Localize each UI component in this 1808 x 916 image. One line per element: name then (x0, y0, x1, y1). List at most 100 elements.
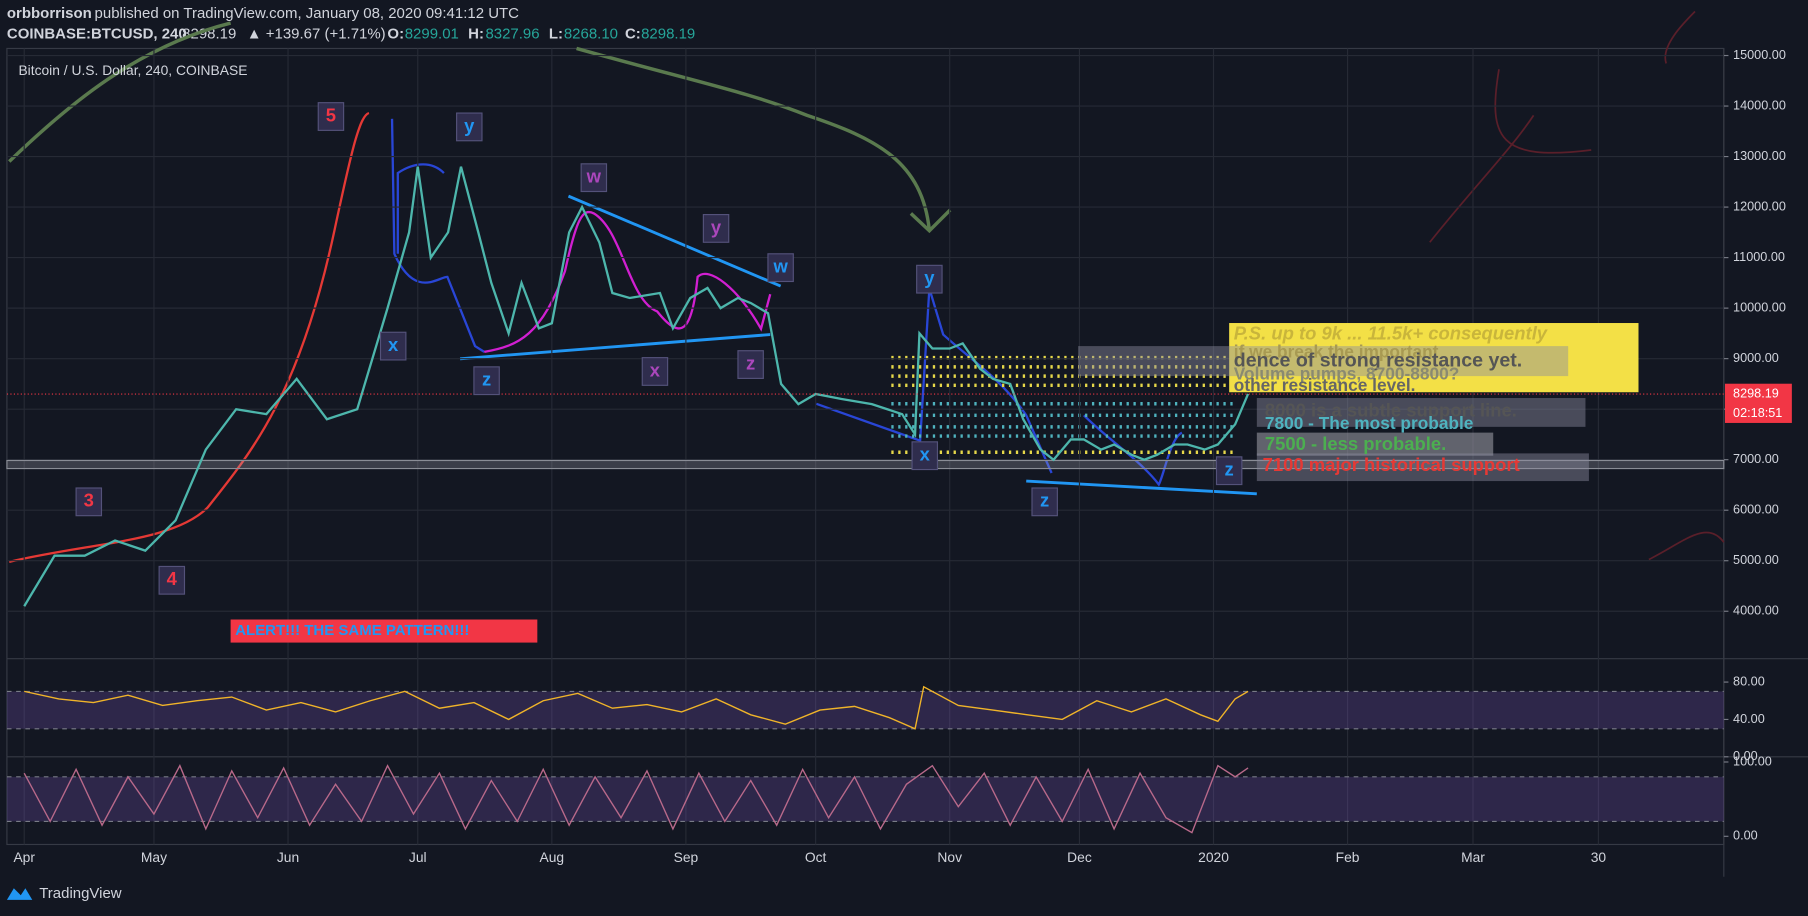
wave-label-box (158, 565, 186, 595)
faint-drawing (1429, 10, 1725, 561)
wave-label: x (650, 359, 661, 380)
note-box (1229, 323, 1639, 393)
curve (484, 211, 772, 354)
price-line (23, 764, 1249, 834)
wave-label-box (456, 112, 483, 142)
wave-label: w (772, 256, 788, 277)
brand: TradingView (39, 885, 122, 902)
y-tick-label: 80.00 (1733, 674, 1765, 688)
l-label: L: (549, 26, 563, 43)
wave-label-box (1215, 456, 1243, 486)
x-tick-label: Nov (937, 849, 962, 865)
x-tick-label: Jun (277, 849, 299, 865)
y-tick-label: 15000.00 (1733, 48, 1786, 62)
x-tick-label: May (141, 849, 167, 865)
x-tick-label: Sep (674, 849, 699, 865)
alert-box (230, 619, 538, 643)
x-tick-label: Feb (1336, 849, 1360, 865)
wave-label: z (1040, 490, 1049, 511)
wave-label-box (767, 253, 794, 283)
wave-label-box (702, 214, 730, 243)
wave-label-box (1031, 487, 1058, 517)
trendline (1026, 479, 1257, 496)
curve-arrow (8, 21, 932, 231)
x-tick-label: 2020 (1198, 849, 1229, 865)
y-tick-label: 9000.00 (1733, 351, 1779, 365)
note-box (1256, 453, 1589, 482)
wave-label: z (746, 352, 755, 373)
note: 7500 - less probable. (1265, 433, 1446, 454)
chart-title: Bitcoin / U.S. Dollar, 240, COINBASE (18, 62, 247, 78)
tv-logo (6, 888, 33, 900)
wave-label: x (388, 334, 399, 355)
wave-label: y (711, 216, 722, 237)
y-tick-label: 0.00 (1733, 829, 1758, 843)
note-box (1078, 346, 1569, 377)
wave-label-box (317, 102, 345, 131)
h-label: H: (468, 26, 484, 43)
note: if we break the important (1234, 342, 1439, 362)
wave-label-box (737, 350, 764, 379)
wave-label: x (920, 444, 931, 465)
trendline (459, 333, 771, 361)
y-tick-label: 4000.00 (1733, 604, 1779, 618)
arrowhead (909, 208, 952, 234)
wave-label: 4 (167, 568, 178, 589)
note: 7800 - The most probable (1265, 413, 1474, 433)
change: ▲ +139.67 (+1.71%) (247, 26, 386, 43)
o-value: 8299.01 (405, 26, 459, 43)
note: other resistance level. (1234, 375, 1416, 395)
y-tick-label: 7000.00 (1733, 452, 1779, 466)
trendline (567, 194, 782, 288)
wave-label-box (473, 366, 500, 396)
alert: ALERT!!! THE SAME PATTERN!!! (235, 622, 469, 639)
published: published on TradingView.com, January 08… (95, 5, 520, 22)
y-tick-label: 12000.00 (1733, 199, 1786, 213)
wave-label-box (379, 331, 407, 361)
y-tick-label: 10000.00 (1733, 300, 1786, 314)
note: Volume pumps, 8700-8800? (1234, 363, 1460, 383)
note-box (1256, 398, 1586, 427)
l-value: 8268.10 (564, 26, 618, 43)
x-tick-label: Apr (13, 849, 35, 865)
y-tick-label: 14000.00 (1733, 98, 1786, 112)
price-line (24, 685, 1249, 730)
x-tick-label: Dec (1067, 849, 1092, 865)
h-value: 8327.96 (485, 26, 539, 43)
countdown: 02:18:51 (1733, 406, 1782, 420)
curve (390, 118, 485, 353)
y-tick-label: 100.00 (1733, 754, 1772, 768)
x-tick-label: Mar (1461, 849, 1485, 865)
last-price-label: 8298.19 (1733, 386, 1779, 400)
wave-label: z (482, 369, 491, 390)
note: P.S. up to 9k ... 11.5k+ consequently (1234, 322, 1549, 343)
o-label: O: (387, 26, 404, 43)
wave-label: y (924, 267, 935, 288)
last-price-box (1724, 383, 1792, 423)
wave-label: w (586, 166, 602, 187)
x-tick-label: Jul (409, 849, 427, 865)
logo-mark (6, 888, 33, 900)
wave-label: z (1225, 459, 1234, 480)
y-tick-label: 40.00 (1733, 712, 1765, 726)
note: 7100 major historical support (1263, 454, 1520, 475)
curve (8, 111, 370, 563)
author: orbborrison (7, 5, 92, 22)
wave-label: 3 (84, 490, 94, 511)
wave-label-box (916, 264, 943, 294)
x-tick-label: Oct (805, 849, 827, 865)
y-tick-label: 0.00 (1733, 749, 1758, 763)
note-box (1256, 432, 1494, 456)
wave-label-box (75, 487, 103, 517)
drawings (8, 10, 1725, 563)
x-tick-label: 30 (1591, 849, 1607, 865)
c-value: 8298.19 (641, 26, 695, 43)
c-label: C: (625, 26, 641, 43)
wave-label: 5 (326, 104, 336, 125)
wave-label-box (911, 441, 939, 471)
note: dence of strong resistance yet. (1234, 349, 1522, 371)
